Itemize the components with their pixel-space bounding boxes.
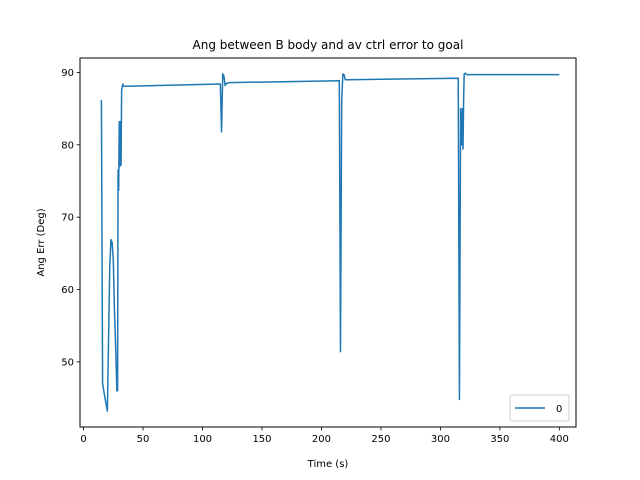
series-line-0 [100,72,560,412]
y-axis-ticks: 50 60 70 80 90 [61,68,80,368]
chart-title: Ang between B body and av ctrl error to … [193,38,464,52]
x-tick-label: 150 [252,434,271,445]
x-tick-label: 100 [193,434,212,445]
y-axis-label: Ang Err (Deg) [36,208,47,276]
x-tick-label: 200 [312,434,331,445]
y-tick-label: 50 [61,357,74,368]
legend-label: 0 [556,404,562,415]
x-tick-label: 0 [80,434,86,445]
axes-frame [79,57,577,428]
plot-area [100,72,560,412]
x-tick-label: 250 [371,434,390,445]
x-tick-label: 350 [490,434,509,445]
y-tick-label: 90 [61,68,74,79]
x-tick-label: 300 [431,434,450,445]
y-tick-label: 60 [61,285,74,296]
x-tick-label: 50 [137,434,150,445]
x-axis-label: Time (s) [307,459,349,470]
y-tick-label: 70 [61,213,74,224]
x-tick-label: 400 [550,434,569,445]
y-tick-label: 80 [61,140,74,151]
legend: 0 [509,394,570,422]
x-axis-ticks: 0 50 100 150 200 250 300 350 400 [80,427,569,445]
